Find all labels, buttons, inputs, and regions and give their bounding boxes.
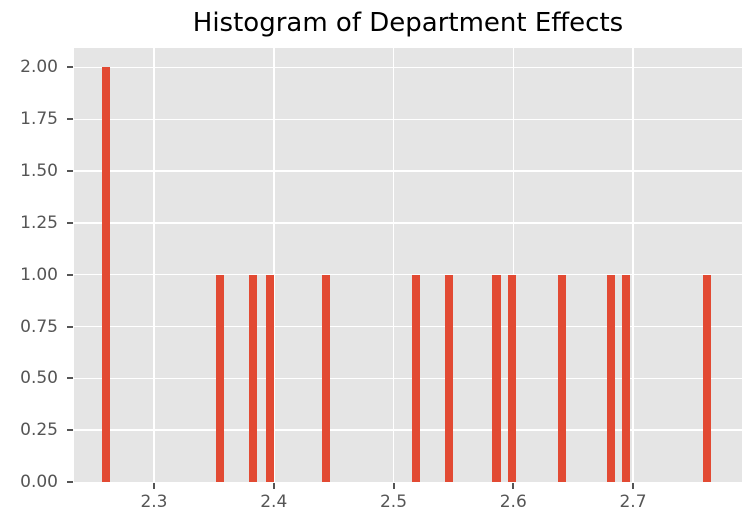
h-gridline — [74, 273, 742, 276]
x-tick-mark — [152, 483, 155, 489]
x-tick-label: 2.7 — [619, 492, 647, 512]
y-tick-label: 1.25 — [20, 212, 58, 233]
y-tick-label: 2.00 — [20, 57, 58, 78]
v-gridline — [512, 48, 515, 482]
h-gridline — [74, 222, 742, 224]
histogram-bar — [215, 274, 224, 482]
x-tick-label: 2.6 — [499, 492, 527, 512]
y-tick-mark — [67, 481, 73, 483]
y-tick-mark — [67, 377, 73, 380]
histogram-bar — [412, 274, 421, 482]
histogram-bar — [322, 274, 331, 482]
histogram-bar — [621, 274, 630, 482]
histogram-bar — [266, 274, 275, 482]
h-gridline — [74, 170, 742, 172]
x-tick-label: 2.3 — [140, 492, 168, 512]
y-tick-mark — [67, 325, 73, 328]
v-gridline — [273, 48, 275, 482]
histogram-bar — [249, 274, 258, 482]
y-tick-label: 0.75 — [20, 316, 58, 337]
y-tick-label: 0.50 — [20, 368, 58, 389]
histogram-bar — [444, 274, 453, 482]
histogram-bar — [508, 274, 517, 482]
y-tick-label: 1.75 — [20, 109, 58, 130]
x-tick-label: 2.5 — [379, 492, 408, 512]
v-gridline — [153, 48, 155, 482]
h-gridline — [74, 66, 742, 69]
x-tick-mark — [272, 483, 275, 489]
histogram-bar — [492, 274, 501, 482]
h-gridline — [74, 118, 742, 121]
y-tick-label: 1.50 — [20, 161, 58, 182]
y-tick-mark — [67, 170, 73, 173]
h-gridline — [74, 325, 742, 328]
x-tick-mark — [512, 483, 515, 489]
histogram-bar — [703, 274, 712, 482]
y-tick-mark — [67, 221, 73, 224]
y-tick-label: 1.00 — [20, 264, 58, 285]
v-gridline — [392, 48, 395, 482]
y-tick-label: 0.00 — [20, 472, 58, 492]
y-tick-mark — [67, 273, 73, 276]
histogram-bar — [102, 67, 111, 482]
x-tick-mark — [392, 483, 395, 489]
y-tick-mark — [67, 429, 73, 432]
y-tick-mark — [67, 66, 73, 69]
x-tick-mark — [632, 483, 635, 489]
y-tick-label: 0.25 — [20, 420, 58, 441]
y-tick-mark — [67, 118, 73, 121]
plot-area — [74, 48, 742, 482]
chart-title: Histogram of Department Effects — [192, 8, 624, 38]
h-gridline — [74, 377, 742, 380]
histogram-bar — [558, 274, 567, 482]
h-gridline — [74, 429, 742, 431]
v-gridline — [632, 48, 634, 482]
x-tick-label: 2.4 — [260, 492, 288, 512]
histogram-bar — [607, 274, 616, 482]
